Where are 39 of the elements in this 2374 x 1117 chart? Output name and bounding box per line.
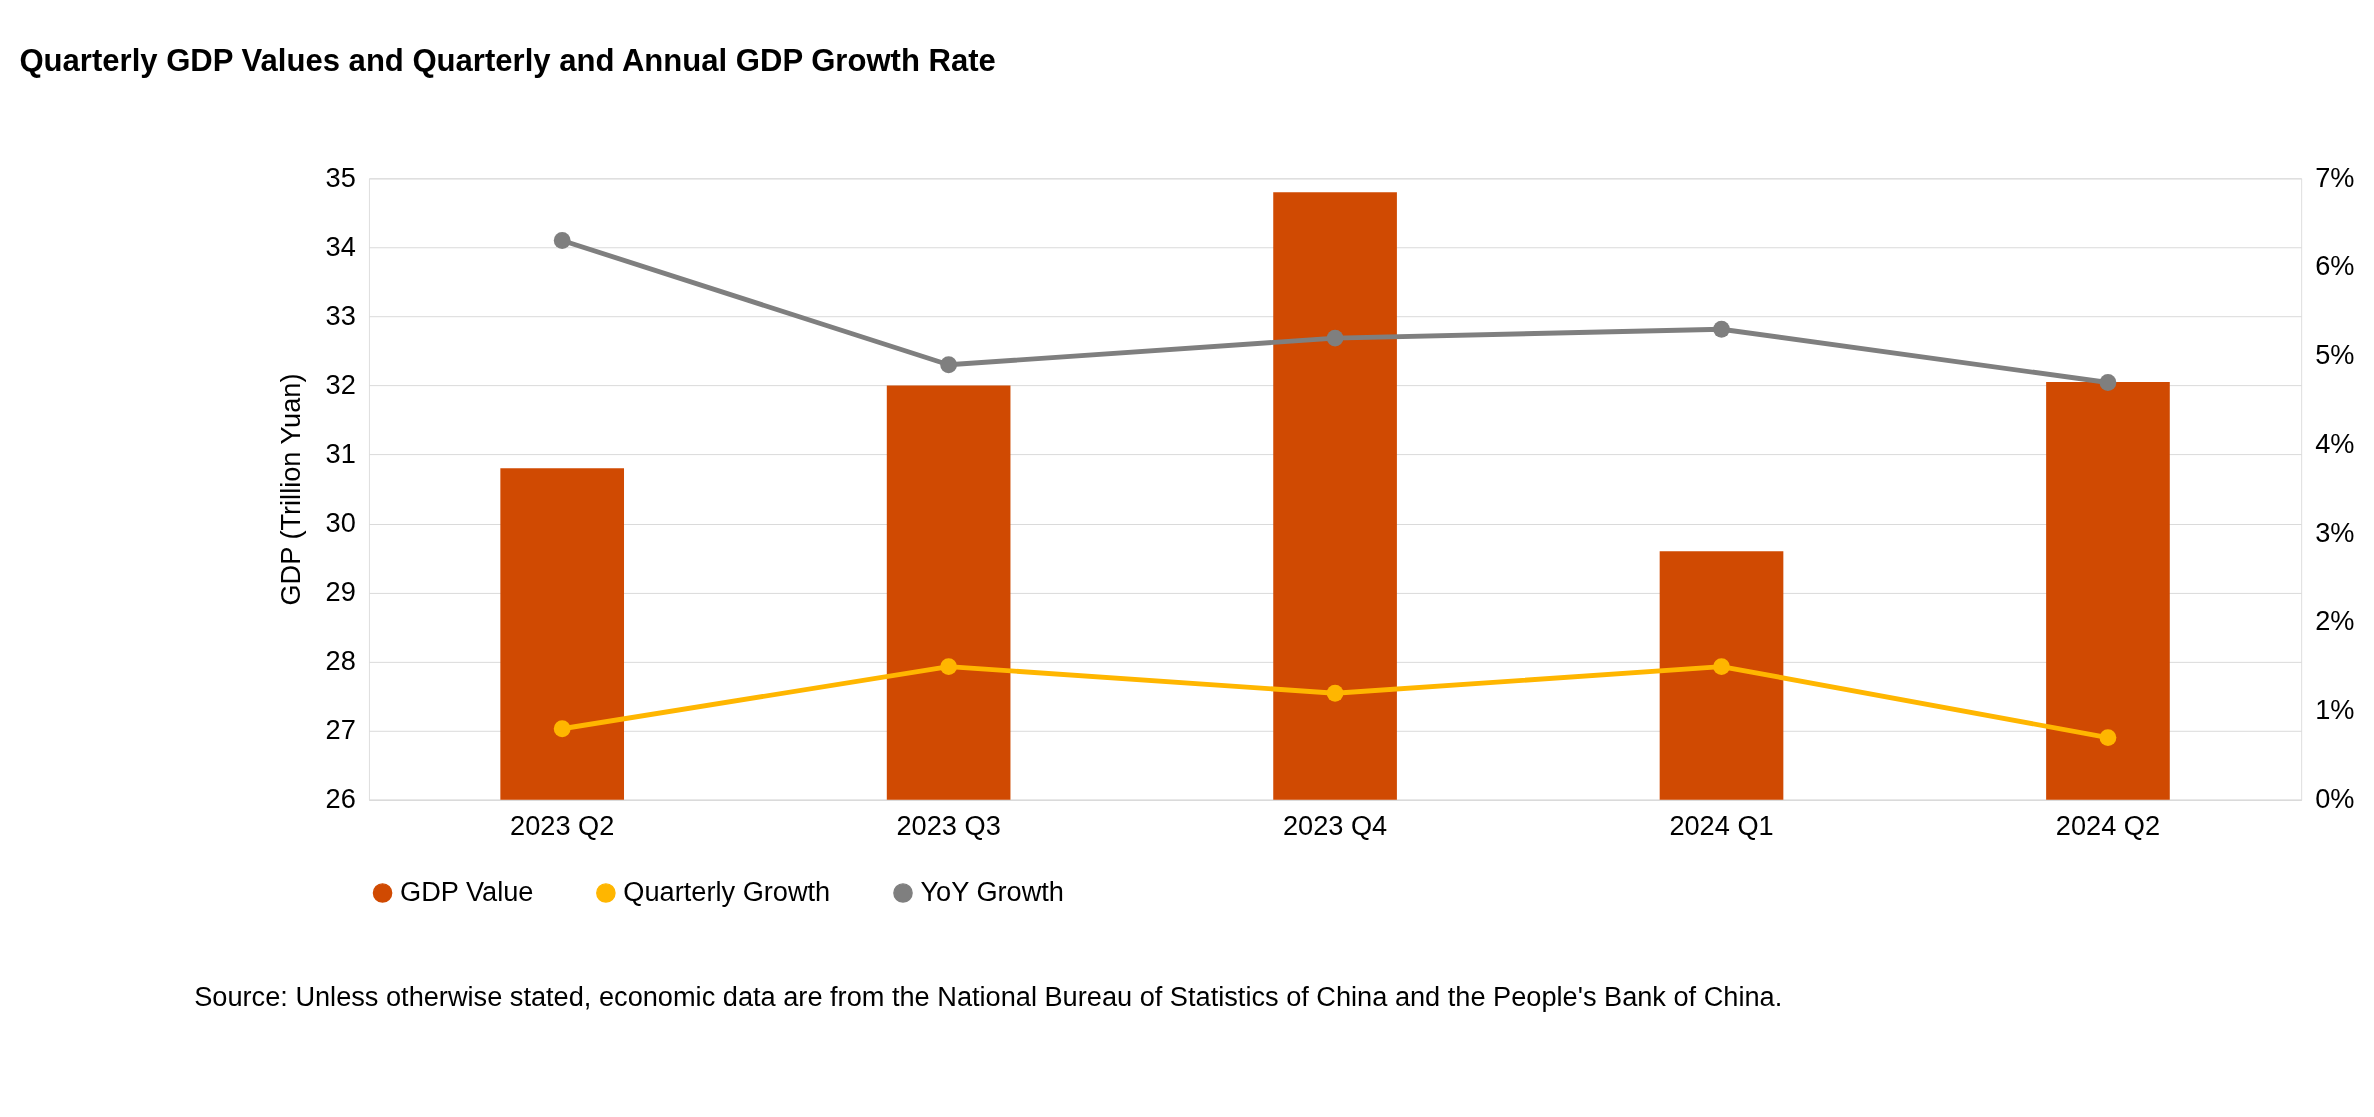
y-tick-label: 34 — [325, 230, 356, 262]
point — [553, 720, 571, 738]
point — [940, 658, 958, 675]
y2-tick-label: 6% — [2315, 250, 2355, 282]
y-tick-label: 28 — [325, 644, 356, 676]
x-tick-label: 2023 Q4 — [1282, 810, 1388, 842]
y-tick-label: 29 — [325, 575, 356, 607]
legend-label: Quarterly Growth — [623, 875, 831, 907]
legend-label: YoY Growth — [920, 875, 1064, 907]
y2-tick-label: 3% — [2315, 516, 2355, 548]
y-tick-label: 27 — [325, 713, 356, 745]
x-tick-label: 2023 Q2 — [510, 810, 615, 842]
y-tick-label: 26 — [325, 783, 356, 815]
point — [1713, 320, 1730, 338]
y2-tick-label: 4% — [2315, 427, 2355, 459]
x-tick-label: 2024 Q2 — [2055, 810, 2161, 842]
legend-label: GDP Value — [400, 875, 534, 907]
point — [1326, 684, 1344, 702]
y2-tick-label: 2% — [2315, 605, 2355, 637]
x-tick-label: 2023 Q3 — [896, 810, 1001, 842]
y-axis-title: GDP (Trillion Yuan) — [275, 373, 307, 606]
y2-tick-label: 0% — [2315, 783, 2355, 815]
y-tick-label: 35 — [325, 161, 356, 193]
y-tick-label: 32 — [325, 368, 356, 400]
y2-tick-label: 5% — [2315, 339, 2355, 371]
y2-tick-label: 7% — [2315, 161, 2355, 193]
point — [2099, 729, 2117, 747]
y-tick-label: 31 — [325, 437, 356, 469]
x-tick-label: 2024 Q1 — [1669, 810, 1774, 842]
point — [940, 356, 958, 374]
chart-title: Quarterly GDP Values and Quarterly and Annual GDP Growth Rate — [19, 42, 996, 78]
point — [1713, 658, 1730, 675]
y-tick-label: 30 — [325, 506, 356, 538]
y-tick-label: 33 — [325, 299, 356, 331]
point — [1326, 329, 1344, 347]
y2-tick-label: 1% — [2315, 694, 2355, 726]
point — [2099, 374, 2117, 391]
point — [553, 232, 571, 249]
source-note: Source: Unless otherwise stated, economic data are from the National Bureau of Statistics of China and the People's Bank of China. — [194, 980, 1783, 1012]
